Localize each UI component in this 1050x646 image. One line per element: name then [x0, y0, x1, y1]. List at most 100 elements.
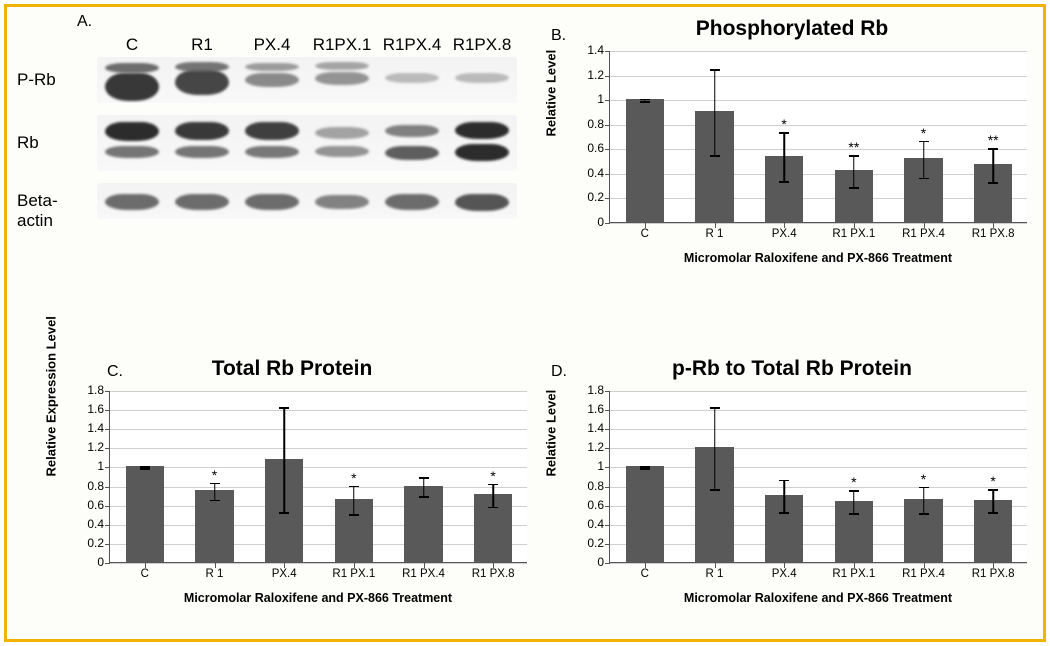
chart-ytick: 0.2 — [587, 536, 610, 550]
chart-ytick: 1.2 — [87, 440, 110, 454]
chart-ytick: 1.4 — [587, 43, 610, 57]
chart-xtick: C — [641, 562, 649, 580]
chart-significance-mark: ** — [848, 139, 859, 155]
figure-frame: A. CR1PX.4R1PX.1R1PX.4R1PX.8 P-RbRbBeta-… — [4, 4, 1046, 642]
blot-band — [105, 146, 160, 158]
chart-significance-mark: * — [781, 116, 786, 132]
chart-bar — [126, 466, 164, 562]
chart-gridline — [610, 429, 1027, 430]
chart-significance-mark: * — [490, 468, 495, 484]
chart-xtick: R1 PX.1 — [332, 562, 375, 580]
chart-gridline — [610, 149, 1027, 150]
chart-ytick: 1 — [597, 459, 610, 473]
chart-ytick: 0 — [597, 215, 610, 229]
blot-row-label: Beta- actin — [17, 191, 87, 231]
blot-band — [105, 63, 160, 73]
chart-ytick: 0.4 — [587, 517, 610, 531]
chart-ytick: 0.6 — [587, 141, 610, 155]
chart-title: Phosphorylated Rb — [547, 17, 1037, 41]
chart-gridline — [610, 506, 1027, 507]
chart-ytick: 1.6 — [87, 402, 110, 416]
chart-ytick: 1.2 — [587, 68, 610, 82]
chart-ytick: 1.8 — [87, 383, 110, 397]
chart-gridline — [610, 391, 1027, 392]
chart-gridline — [110, 544, 527, 545]
chart-significance-mark: * — [921, 125, 926, 141]
chart-xtick: R1 PX.8 — [472, 562, 515, 580]
blot-strip — [97, 57, 517, 103]
chart-gridline — [610, 174, 1027, 175]
chart-gridline — [610, 125, 1027, 126]
chart-xtick: R1 PX.1 — [832, 562, 875, 580]
blot-band — [175, 70, 230, 95]
chart-gridline — [610, 51, 1027, 52]
blot-band — [245, 146, 300, 158]
blot-band — [455, 144, 510, 161]
chart-ytick: 0.8 — [87, 479, 110, 493]
chart-gridline — [610, 76, 1027, 77]
chart-ytick: 1 — [97, 459, 110, 473]
chart-xtick: R 1 — [706, 562, 724, 580]
chart-xtick: R1 PX.8 — [972, 562, 1015, 580]
blot-lane-label: C — [126, 35, 138, 55]
blot-band — [315, 127, 370, 138]
chart-xtick: R1 PX.8 — [972, 222, 1015, 240]
chart-ytick: 0 — [97, 555, 110, 569]
blot-band — [455, 73, 510, 83]
blot-band — [105, 73, 160, 101]
blot-band — [175, 122, 230, 140]
blot-band — [385, 73, 440, 83]
blot-lane-label: R1PX.4 — [383, 35, 442, 55]
blot-band — [455, 194, 510, 211]
chart-gridline — [110, 506, 527, 507]
chart-ytick: 1.4 — [587, 421, 610, 435]
blot-band — [245, 122, 300, 140]
blot-lane-label: R1PX.8 — [453, 35, 512, 55]
chart-gridline — [610, 223, 1027, 224]
panel-c-chart: C. Total Rb Protein00.20.40.60.811.21.41… — [47, 357, 537, 617]
blot-band — [455, 122, 510, 139]
chart-xtick: R1 PX.4 — [902, 222, 945, 240]
chart-ytick: 0.6 — [587, 498, 610, 512]
chart-significance-mark: * — [851, 474, 856, 490]
chart-gridline — [610, 198, 1027, 199]
chart-gridline — [110, 467, 527, 468]
chart-ytick: 0.8 — [587, 117, 610, 131]
chart-xtick: PX.4 — [772, 562, 797, 580]
panel-b-chart: B. Phosphorylated Rb00.20.40.60.811.21.4… — [547, 17, 1037, 277]
chart-title: Total Rb Protein — [47, 357, 537, 381]
chart-significance-mark: * — [351, 470, 356, 486]
chart-ytick: 1.6 — [587, 402, 610, 416]
chart-title: p-Rb to Total Rb Protein — [547, 357, 1037, 381]
blot-band — [385, 194, 440, 210]
chart-xlabel: Micromolar Raloxifene and PX-866 Treatme… — [609, 251, 1027, 265]
chart-xtick: R1 PX.4 — [402, 562, 445, 580]
blot-band — [385, 146, 440, 160]
blot-strip — [97, 115, 517, 171]
blot-strip — [97, 183, 517, 219]
chart-gridline — [110, 563, 527, 564]
chart-significance-mark: * — [921, 471, 926, 487]
blot-lane-label: R1PX.1 — [313, 35, 372, 55]
chart-ytick: 0 — [597, 555, 610, 569]
chart-xtick: R 1 — [706, 222, 724, 240]
chart-ytick: 1.8 — [587, 383, 610, 397]
chart-gridline — [110, 448, 527, 449]
chart-gridline — [610, 544, 1027, 545]
chart-gridline — [610, 487, 1027, 488]
chart-gridline — [110, 525, 527, 526]
blot-band — [245, 194, 300, 210]
panel-d-chart: D. p-Rb to Total Rb Protein00.20.40.60.8… — [547, 357, 1037, 617]
chart-bar — [626, 466, 664, 562]
chart-gridline — [610, 410, 1027, 411]
blot-band — [175, 194, 230, 210]
chart-significance-mark: * — [990, 473, 995, 489]
chart-xtick: C — [641, 222, 649, 240]
blot-row-label: Rb — [17, 133, 87, 153]
chart-xlabel: Micromolar Raloxifene and PX-866 Treatme… — [609, 591, 1027, 605]
chart-ytick: 0.4 — [87, 517, 110, 531]
chart-gridline — [110, 429, 527, 430]
chart-ytick: 1 — [597, 92, 610, 106]
blot-band — [105, 122, 160, 142]
blot-lane-labels-row: CR1PX.4R1PX.1R1PX.4R1PX.8 — [97, 35, 517, 55]
